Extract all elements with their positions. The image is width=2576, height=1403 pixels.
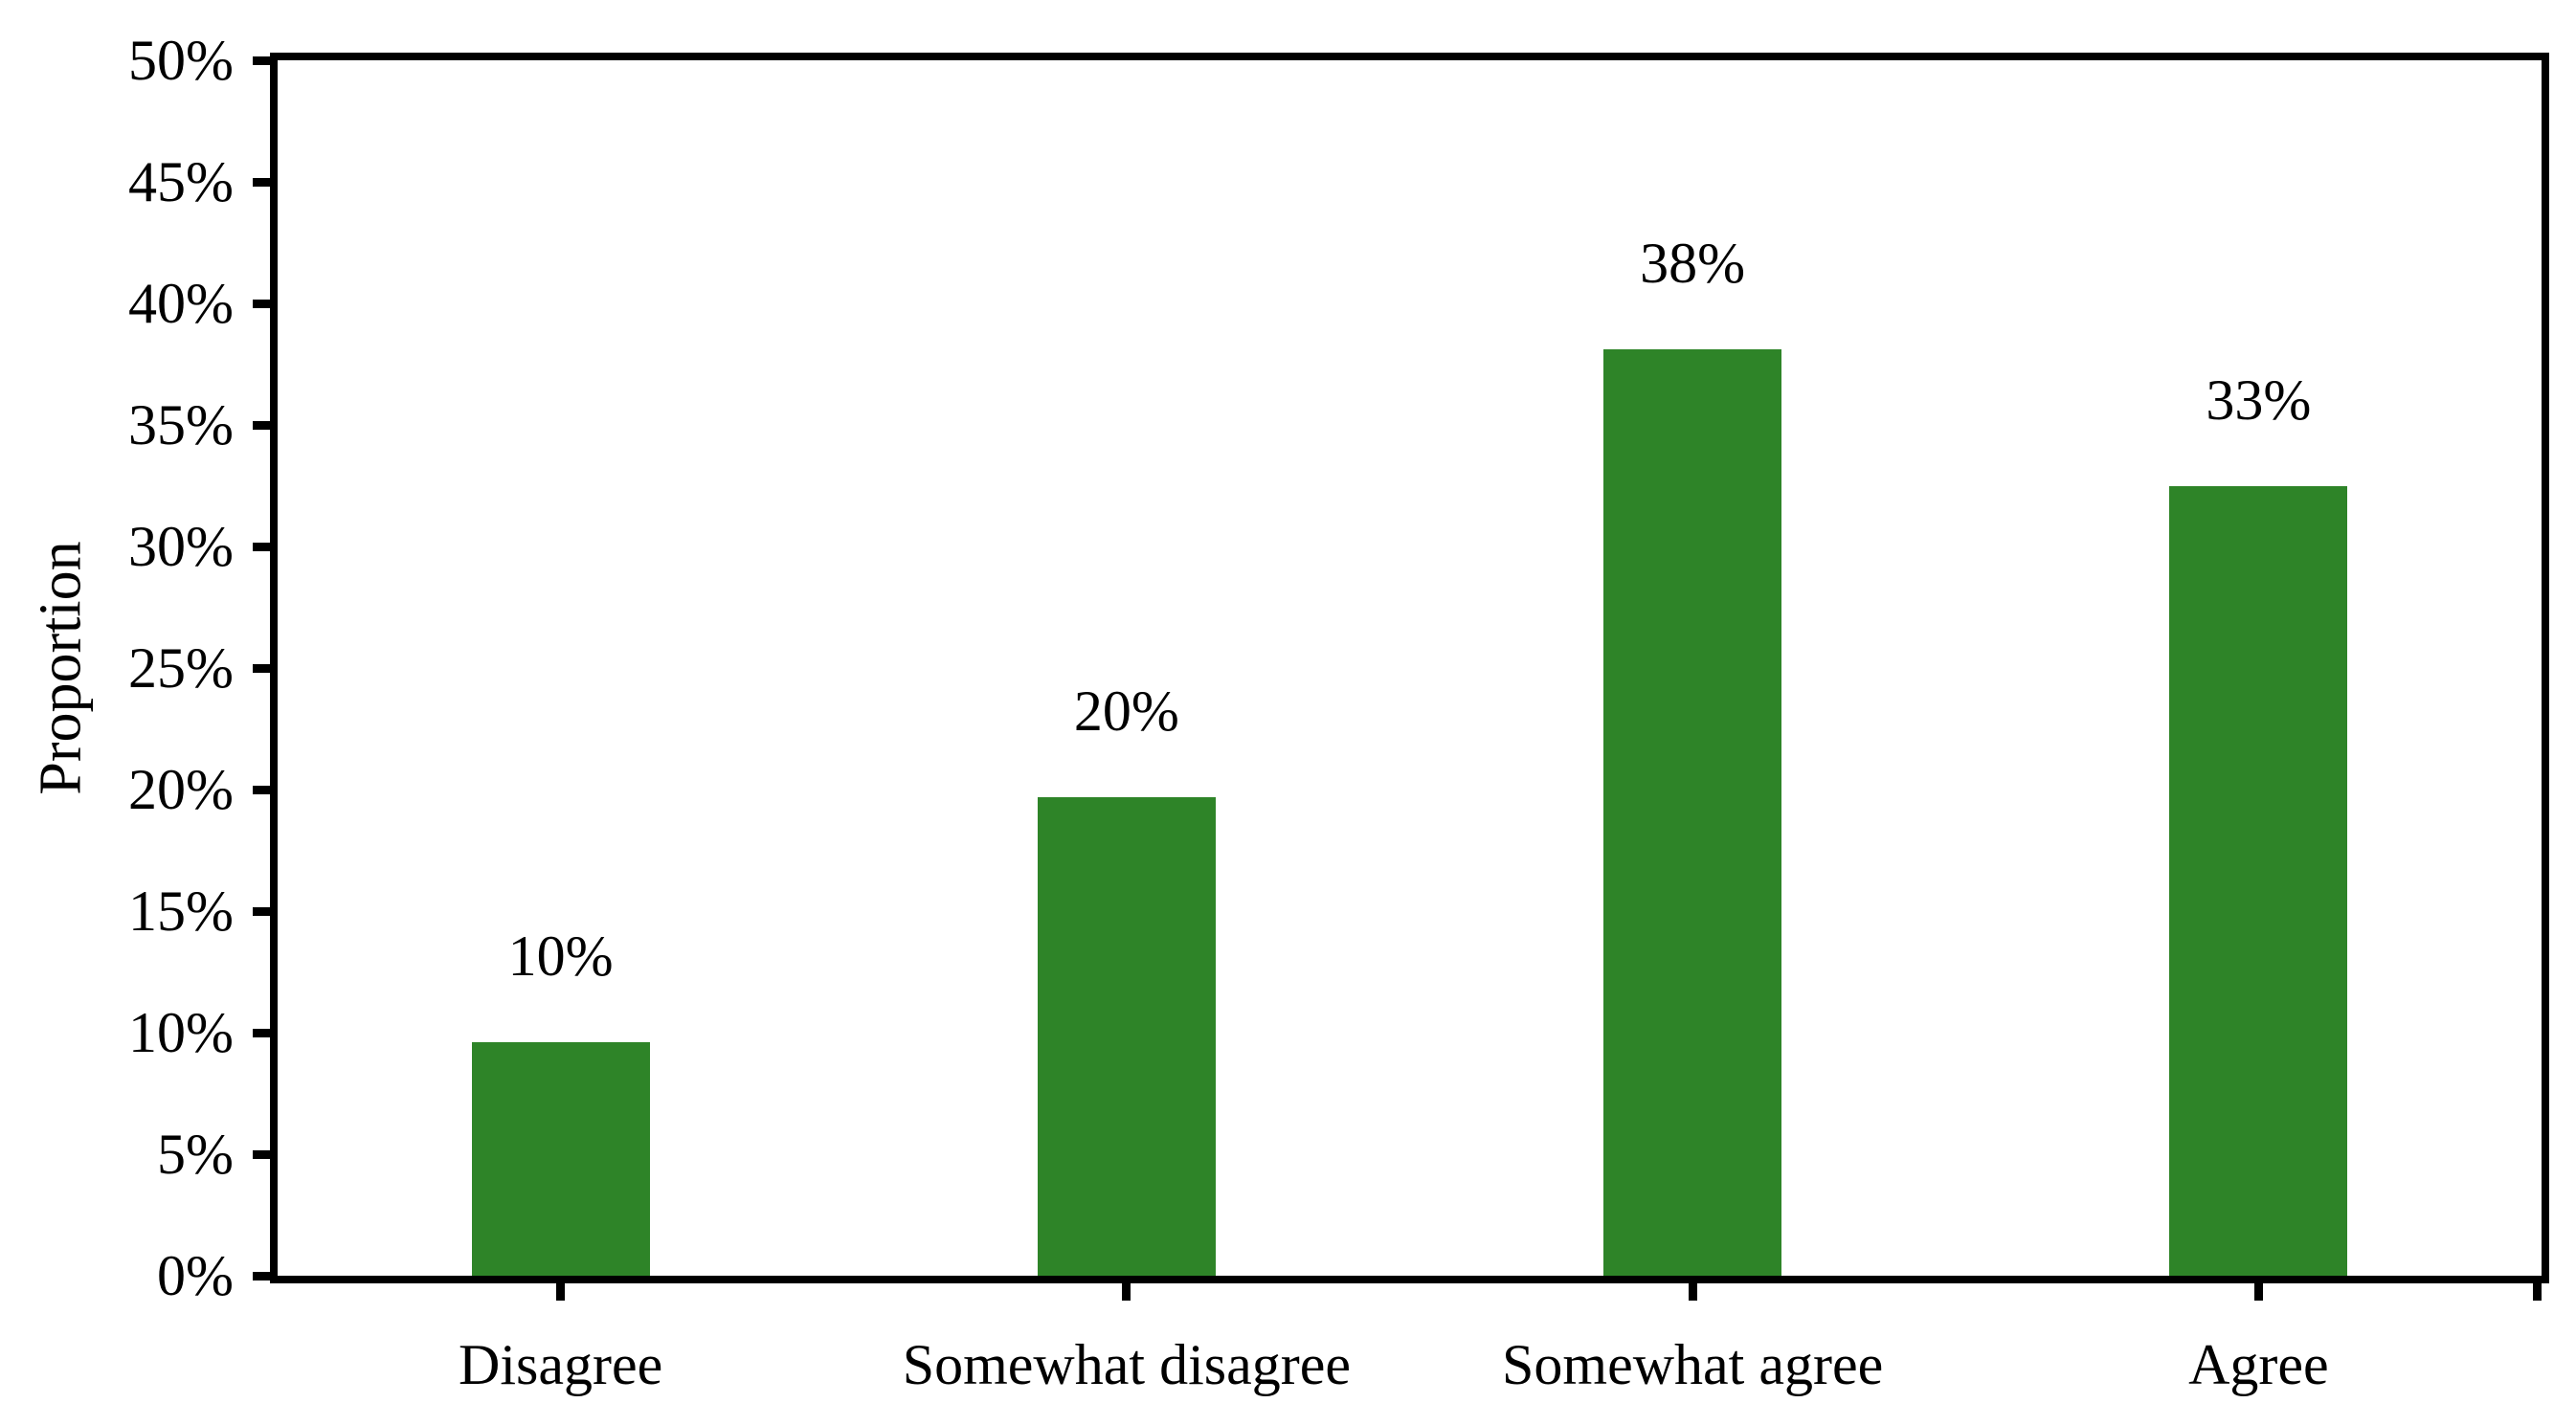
y-axis-tick-label: 50% xyxy=(128,29,234,92)
y-axis-tick xyxy=(253,1149,278,1159)
x-axis-category-label: Somewhat disagree xyxy=(902,1333,1351,1396)
x-axis-category-label: Agree xyxy=(2188,1333,2329,1396)
y-axis-tick-label: 15% xyxy=(128,880,234,943)
bar xyxy=(471,1042,650,1276)
bar-value-label: 33% xyxy=(2206,367,2312,432)
y-axis-tick xyxy=(253,56,278,65)
y-axis-tick-label: 40% xyxy=(128,272,234,335)
x-axis-tick xyxy=(2253,1276,2263,1301)
y-axis-tick xyxy=(253,420,278,430)
bar xyxy=(2169,485,2348,1276)
y-axis-tick xyxy=(253,1028,278,1037)
y-axis-tick-label: 25% xyxy=(128,636,234,700)
y-axis-tick-label: 35% xyxy=(128,393,234,457)
bar xyxy=(1037,796,1216,1276)
y-axis-tick xyxy=(253,906,278,916)
y-axis-tick-label: 0% xyxy=(157,1244,234,1307)
bar-value-label: 10% xyxy=(507,924,614,989)
y-axis-tick-label: 10% xyxy=(128,1001,234,1064)
x-axis-tick xyxy=(1122,1276,1131,1301)
y-axis-tick-label: 30% xyxy=(128,515,234,578)
x-axis-tick xyxy=(556,1276,566,1301)
y-axis-tick-label: 5% xyxy=(157,1123,234,1186)
x-axis-tick xyxy=(1688,1276,1697,1301)
y-axis-tick xyxy=(253,785,278,794)
bar-value-label: 20% xyxy=(1073,679,1179,743)
y-axis-tick-label: 20% xyxy=(128,758,234,821)
y-axis-tick xyxy=(253,177,278,187)
x-axis-end-tick xyxy=(2533,1276,2542,1301)
y-axis-tick xyxy=(253,299,278,308)
plot-area xyxy=(270,53,2549,1283)
bar xyxy=(1603,349,1782,1276)
y-axis-tick xyxy=(253,542,278,551)
x-axis-category-label: Disagree xyxy=(459,1333,663,1396)
y-axis-tick-label: 45% xyxy=(128,150,234,213)
bar-value-label: 38% xyxy=(1640,232,1746,296)
x-axis-category-label: Somewhat agree xyxy=(1502,1333,1884,1396)
y-axis-tick xyxy=(253,1271,278,1281)
y-axis-tick xyxy=(253,663,278,673)
